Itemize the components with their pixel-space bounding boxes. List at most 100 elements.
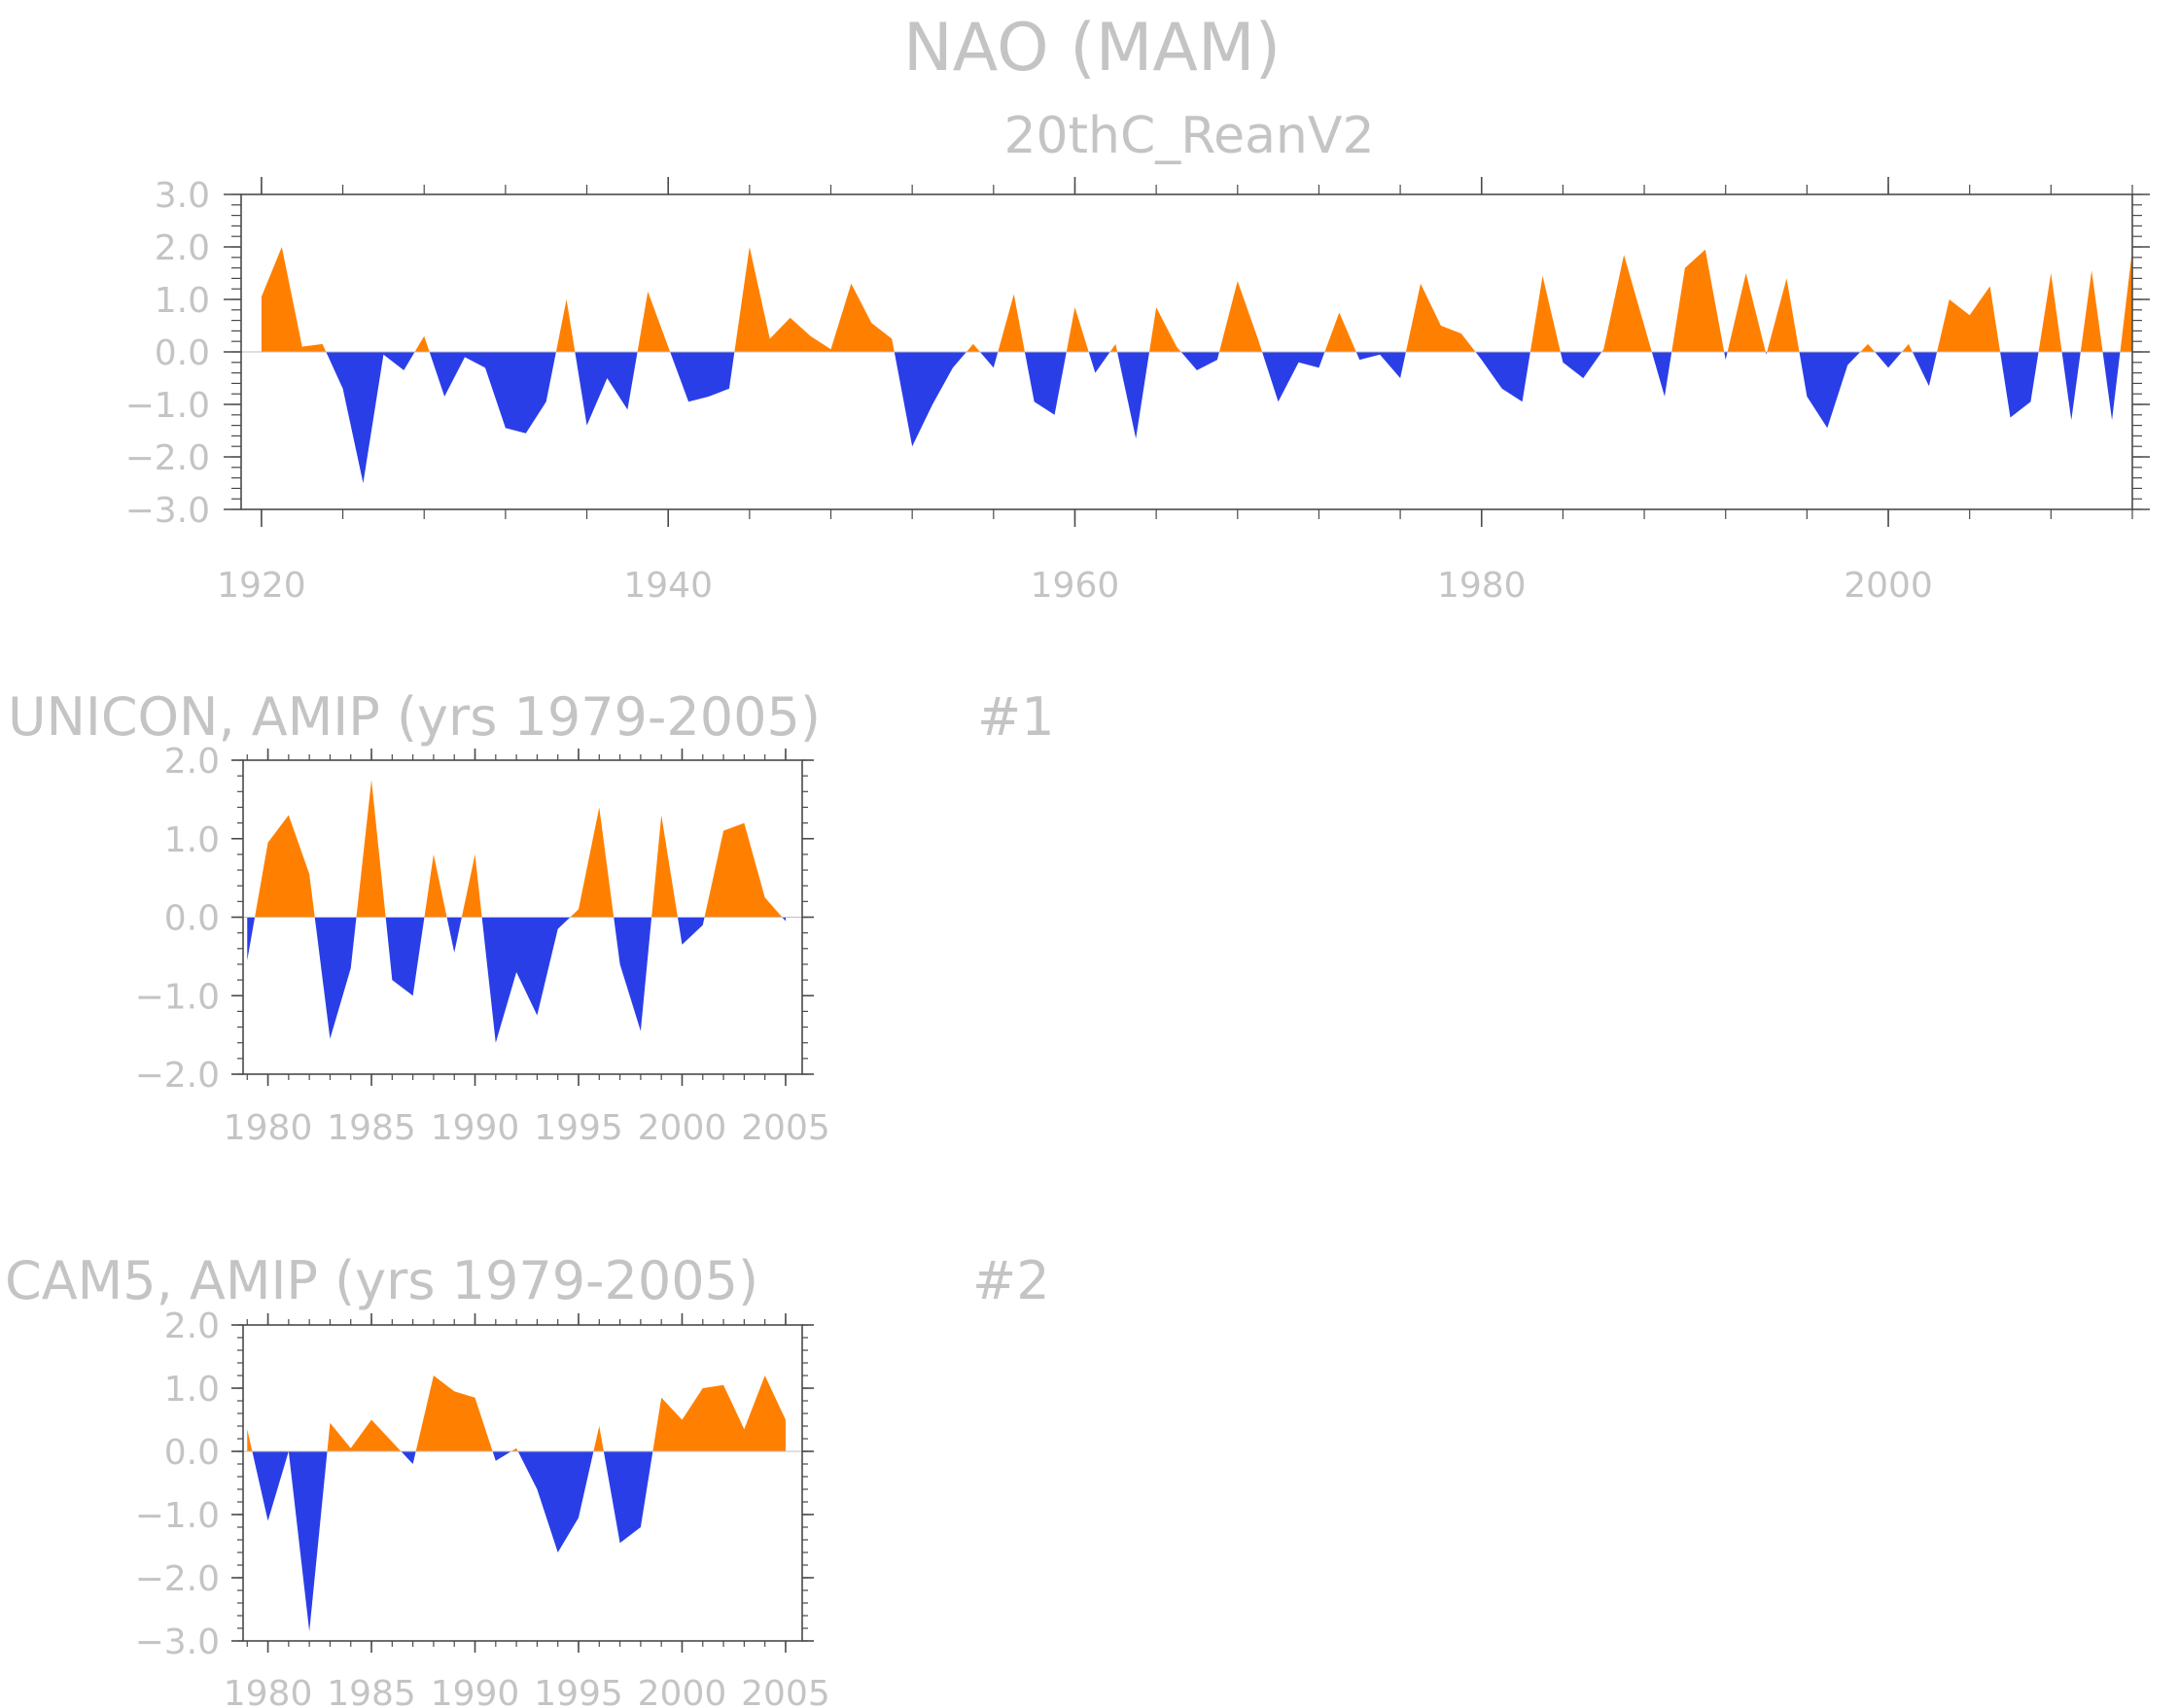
- cam5-positive-area-0: [247, 1429, 253, 1451]
- cam5-negative-area-1: [252, 1451, 289, 1521]
- reanv2-negative-area-17: [1117, 352, 1150, 439]
- cam5-negative-area-11: [603, 1451, 653, 1544]
- reanv2-positive-area-40: [1937, 286, 2001, 352]
- reanv2-negative-area-39: [1912, 352, 1938, 387]
- reanv2-positive-area-22: [1324, 312, 1356, 352]
- unicon-point-1979: [247, 959, 248, 960]
- reanv2-positive-area-16: [1109, 343, 1118, 352]
- figure-title: NAO (MAM): [903, 10, 1281, 87]
- reanv2-negative-area-27: [1560, 352, 1602, 378]
- unicon-negative-area-8: [481, 917, 571, 1043]
- cam5-positive-area-8: [510, 1447, 518, 1451]
- cam5-ytick-label-4: −2.0: [135, 1559, 220, 1599]
- unicon-negative-area-12: [677, 917, 705, 945]
- reanv2-negative-area-37: [1875, 352, 1902, 368]
- reanv2-positive-area-26: [1529, 275, 1561, 352]
- reanv2-negative-area-29: [1651, 352, 1672, 397]
- reanv2-positive-area-20: [1218, 281, 1263, 352]
- reanv2-positive-area-30: [1671, 249, 1725, 352]
- cam5-negative-area-9: [517, 1451, 594, 1552]
- reanv2-negative-area-45: [2102, 352, 2121, 421]
- unicon-xtick-label-3: 1995: [534, 1108, 623, 1148]
- unicon-xtick-label-5: 2005: [741, 1108, 830, 1148]
- reanv2-positive-area-4: [555, 299, 576, 352]
- reanv2-ytick-label-0: 3.0: [155, 176, 210, 216]
- unicon-ytick-label-3: −1.0: [135, 977, 220, 1017]
- unicon-ytick-label-2: 0.0: [164, 899, 220, 939]
- cam5-ytick-label-1: 1.0: [164, 1370, 220, 1410]
- unicon-negative-area-14: [782, 917, 786, 922]
- reanv2-positive-area-8: [734, 247, 895, 352]
- panel-unicon-fills: [247, 780, 786, 1043]
- cam5-plot-frame: [242, 1324, 803, 1642]
- unicon-negative-area-10: [614, 917, 652, 1031]
- cam5-positive-area-10: [593, 1426, 604, 1451]
- unicon-xtick-label-2: 1990: [431, 1108, 520, 1148]
- reanv2-positive-area-28: [1601, 255, 1652, 352]
- cam5-xtick-label-0: 1980: [224, 1674, 313, 1708]
- unicon-point-2005: [785, 921, 786, 922]
- unicon-negative-area-6: [446, 917, 462, 953]
- panel-20thc-reanv2: 20thC_ReanV2 3.0 2.0 1.0 0.0 −1.0 −2.0 −3.0192…: [125, 107, 2150, 606]
- unicon-positive-area-9: [570, 807, 615, 918]
- reanv2-negative-area-11: [979, 352, 999, 368]
- cam5-xtick-label-4: 2000: [638, 1674, 727, 1708]
- reanv2-positive-area-14: [1066, 307, 1089, 352]
- reanv2-negative-area-41: [2000, 352, 2039, 418]
- unicon-positive-area-1: [255, 815, 315, 918]
- reanv2-positive-area-34: [1767, 278, 1800, 352]
- unicon-xtick-label-4: 2000: [638, 1108, 727, 1148]
- reanv2-ytick-label-4: −1.0: [125, 386, 210, 426]
- reanv2-ytick-label-1: 2.0: [155, 228, 210, 268]
- cam5-negative-area-5: [401, 1451, 416, 1464]
- reanv2-positive-area-32: [1727, 273, 1766, 352]
- reanv2-negative-area-19: [1180, 352, 1219, 370]
- reanv2-positive-area-10: [966, 343, 980, 352]
- panel-unicon-amip: UNICON, AMIP (yrs 1979-2005) #1 2.0 1.0 0.…: [8, 686, 1055, 1148]
- reanv2-positive-area-36: [1860, 343, 1876, 352]
- unicon-positive-area-7: [461, 854, 482, 918]
- reanv2-negative-area-1: [326, 352, 415, 483]
- reanv2-xtick-label-2: 1960: [1031, 566, 1120, 606]
- unicon-ytick-label-4: −2.0: [135, 1056, 220, 1096]
- reanv2-negative-area-7: [670, 352, 735, 402]
- reanv2-xtick-label-3: 1980: [1437, 566, 1527, 606]
- reanv2-positive-area-42: [2038, 273, 2062, 352]
- reanv2-negative-area-43: [2061, 352, 2081, 421]
- panel-20thc-title: 20thC_ReanV2: [1003, 107, 1374, 165]
- reanv2-ytick-label-3: 0.0: [155, 333, 210, 373]
- unicon-ytick-label-0: 2.0: [164, 742, 220, 782]
- cam5-ytick-label-0: 2.0: [164, 1307, 220, 1346]
- reanv2-negative-area-5: [575, 352, 638, 426]
- reanv2-positive-area-38: [1901, 343, 1913, 352]
- panel-20thc-fills: [261, 247, 2132, 483]
- reanv2-negative-area-13: [1024, 352, 1067, 415]
- cam5-xtick-label-3: 1995: [534, 1674, 623, 1708]
- reanv2-ytick-label-6: −3.0: [125, 491, 210, 531]
- reanv2-ytick-label-5: −2.0: [125, 438, 210, 478]
- reanv2-positive-area-2: [414, 335, 430, 352]
- unicon-positive-area-3: [356, 780, 386, 918]
- panel-unicon-title: UNICON, AMIP (yrs 1979-2005): [8, 686, 821, 748]
- cam5-ytick-label-3: −1.0: [135, 1496, 220, 1536]
- cam5-positive-area-12: [652, 1376, 786, 1451]
- cam5-negative-area-3: [288, 1451, 328, 1632]
- reanv2-positive-area-46: [2120, 249, 2132, 352]
- unicon-ytick-label-1: 1.0: [164, 820, 220, 860]
- reanv2-xtick-label-1: 1940: [623, 566, 713, 606]
- unicon-positive-area-11: [651, 815, 678, 918]
- panel-cam5-fills: [247, 1376, 786, 1632]
- unicon-positive-area-5: [424, 854, 447, 918]
- cam5-positive-area-4: [327, 1419, 402, 1451]
- reanv2-positive-area-0: [261, 247, 327, 352]
- reanv2-negative-area-21: [1262, 352, 1325, 402]
- reanv2-negative-area-23: [1355, 352, 1406, 378]
- cam5-point-1979: [247, 1429, 248, 1430]
- reanv2-negative-area-25: [1475, 352, 1530, 402]
- panel-cam5-title: CAM5, AMIP (yrs 1979-2005): [5, 1250, 758, 1311]
- reanv2-negative-area-15: [1088, 352, 1110, 373]
- panel-unicon-tag: #1: [977, 686, 1055, 748]
